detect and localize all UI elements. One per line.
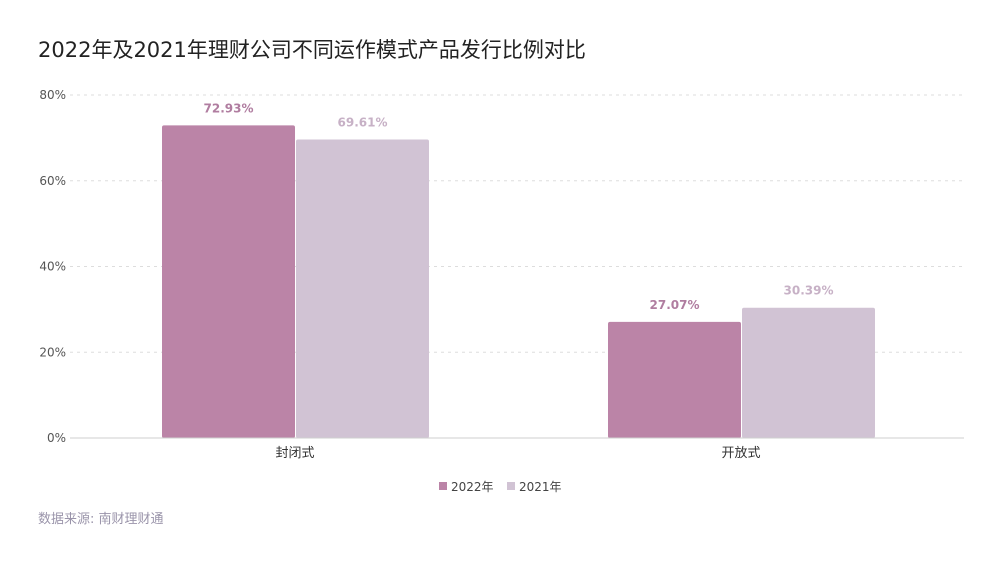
legend-swatch (439, 482, 447, 490)
data-label: 69.61% (338, 116, 388, 130)
y-axis: 0% 20% 40% 60% 80% (39, 88, 66, 445)
y-tick-label: 80% (39, 88, 66, 102)
bar (608, 321, 741, 438)
x-axis: 封闭式 开放式 (275, 446, 760, 461)
data-labels: 72.93% 69.61% 27.07% 30.39% (204, 101, 834, 312)
chart-title: 2022年及2021年理财公司不同运作模式产品发行比例对比 (38, 38, 586, 62)
data-source: 数据来源: 南财理财通 (38, 512, 164, 527)
legend-label: 2022年 (451, 480, 494, 494)
data-label: 27.07% (650, 298, 700, 312)
y-tick-label: 0% (47, 431, 66, 445)
legend-swatch (507, 482, 515, 490)
x-category-label: 开放式 (721, 446, 760, 461)
data-label: 30.39% (784, 284, 834, 298)
bar (742, 307, 875, 438)
legend: 2022年 2021年 (439, 480, 562, 494)
y-tick-label: 40% (39, 260, 66, 274)
x-category-label: 封闭式 (275, 446, 314, 461)
legend-label: 2021年 (519, 480, 562, 494)
data-label: 72.93% (204, 101, 254, 115)
bar (162, 125, 295, 438)
y-tick-label: 20% (39, 345, 66, 359)
y-tick-label: 60% (39, 174, 66, 188)
bars (162, 125, 875, 438)
bar (296, 139, 429, 438)
